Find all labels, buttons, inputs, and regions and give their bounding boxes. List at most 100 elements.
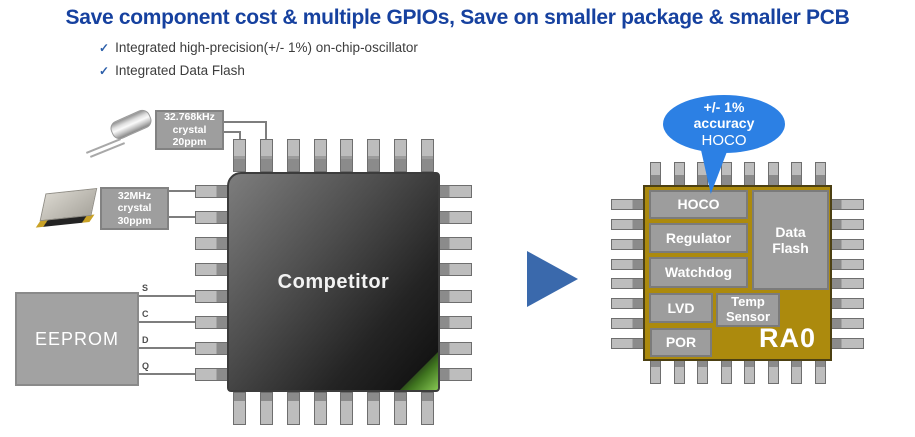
transition-arrow-icon (527, 251, 578, 307)
crystal-smd-image (35, 186, 102, 234)
competitor-chip: Competitor (227, 172, 440, 392)
chip-pin (313, 139, 327, 172)
chip-pin (697, 360, 709, 384)
chip-pin (439, 185, 472, 198)
chip-pin (394, 392, 408, 425)
chip-pin (195, 289, 228, 303)
chip-pin (767, 360, 779, 384)
ra0-chip-label: RA0 (758, 323, 816, 353)
chip-pin (767, 162, 779, 186)
chip-pin (286, 392, 300, 425)
callout-line: +/- 1% (703, 98, 745, 115)
chip-pin (367, 139, 381, 172)
wire (167, 216, 196, 218)
chip-pin (611, 258, 644, 270)
bullet-data-flash: ✓ Integrated Data Flash (99, 63, 245, 78)
bullet-text: Integrated high-precision(+/- 1%) on-chi… (115, 40, 418, 55)
hoco-accuracy-callout: +/- 1% accuracy HOCO (663, 95, 785, 153)
callout-line: accuracy (693, 115, 755, 132)
competitor-pins-right (439, 185, 472, 381)
chip-pin (650, 360, 661, 384)
chip-pin (650, 162, 661, 186)
chip-pin (831, 278, 864, 290)
chip-pin (233, 392, 246, 425)
chip-pin (611, 318, 644, 330)
eeprom-label: EEPROM (34, 328, 119, 349)
checkmark-icon: ✓ (99, 64, 110, 78)
chip-pin (831, 258, 864, 270)
chip-pin (673, 162, 685, 186)
wire (138, 373, 196, 375)
eeprom-pin-label-c: C (142, 309, 149, 319)
crystal-32768khz-box: 32.768kHz crystal 20ppm (155, 110, 224, 150)
chip-pin (439, 289, 472, 303)
chip-pin (831, 218, 864, 230)
wire (265, 121, 267, 143)
chip-pin (791, 360, 803, 384)
chip-pin (791, 162, 803, 186)
chip-pin (831, 298, 864, 310)
crystal-body (107, 107, 155, 142)
chip-pin (611, 238, 644, 250)
chip-pin (394, 139, 408, 172)
wire (138, 347, 196, 349)
competitor-chip-label: Competitor (277, 270, 390, 293)
chip-pin (831, 199, 864, 210)
chip-pin (195, 211, 228, 225)
chip-pin (195, 315, 228, 329)
wire (138, 321, 196, 323)
chip-pin (673, 360, 685, 384)
chip-pin (439, 237, 472, 251)
chip-pin (744, 360, 756, 384)
chip-pin (340, 139, 354, 172)
chip-pin (831, 318, 864, 330)
chip-pin (720, 360, 732, 384)
chip-pin (814, 162, 826, 186)
crystal-freq: 32.768kHz (164, 111, 215, 124)
chip-pin (259, 139, 273, 172)
chip-pin (286, 139, 300, 172)
crystal-ppm: 30ppm (117, 214, 152, 227)
eeprom-pin-label-s: S (142, 283, 149, 293)
chip-pin (195, 237, 228, 251)
crystal-type: crystal (117, 202, 152, 215)
bullet-oscillator: ✓ Integrated high-precision(+/- 1%) on-c… (99, 40, 418, 55)
eeprom-pin-label-q: Q (142, 361, 150, 371)
chip-pin (340, 392, 354, 425)
checkmark-icon: ✓ (99, 41, 110, 55)
ra0-chip: HOCO Regulator Watchdog Data Flash LVD T… (643, 185, 832, 361)
ra0-pins-top (650, 162, 826, 186)
block-temp-sensor: Temp Sensor (716, 293, 780, 327)
ra0-pins-bottom (650, 360, 826, 384)
chip-pin (439, 341, 472, 355)
chip-pin (313, 392, 327, 425)
ra0-pins-right (831, 199, 864, 349)
chip-pin (420, 139, 434, 172)
chip-pin (611, 199, 644, 210)
chip-pin (439, 211, 472, 225)
block-hoco: HOCO (649, 190, 748, 219)
chip-pin (831, 337, 864, 349)
wire (239, 131, 241, 143)
green-corner-decoration (400, 352, 438, 390)
competitor-pins-left (195, 185, 228, 381)
competitor-pins-bottom (233, 392, 434, 425)
chip-pin (611, 218, 644, 230)
chip-pin (367, 392, 381, 425)
crystal-cylinder-image (84, 107, 156, 160)
crystal-freq: 32MHz (117, 189, 152, 202)
eeprom-box: EEPROM (15, 292, 139, 386)
chip-pin (233, 139, 246, 172)
block-data-flash: Data Flash (752, 190, 829, 290)
eeprom-pin-label-d: D (142, 335, 149, 345)
block-por: POR (650, 328, 712, 357)
wire (222, 131, 241, 133)
chip-pin (720, 162, 732, 186)
wire (222, 121, 267, 123)
block-lvd: LVD (649, 293, 713, 323)
bullet-text: Integrated Data Flash (115, 63, 245, 78)
callout-line: HOCO (701, 131, 747, 149)
chip-pin (611, 298, 644, 310)
page-title: Save component cost & multiple GPIOs, Sa… (65, 6, 850, 29)
